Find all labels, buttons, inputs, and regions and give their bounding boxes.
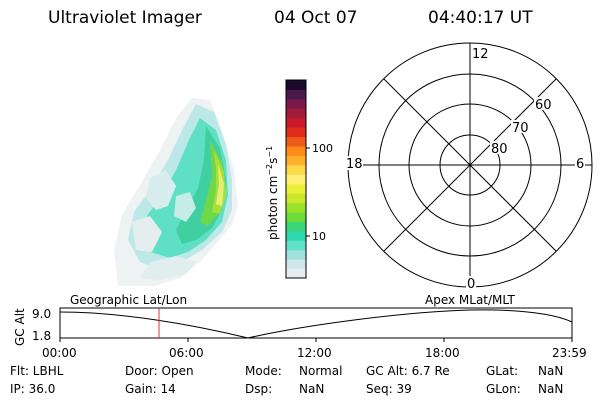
colorbar-segment	[286, 164, 306, 175]
image-time: 04:40:17 UT	[428, 8, 533, 28]
timeline-xtick-1800: 18:00	[425, 346, 460, 360]
status-door: Door: Open	[125, 364, 194, 378]
status-mode-value: Normal	[299, 364, 343, 378]
mlat-label-70: 70	[512, 121, 529, 136]
colorbar-segment	[286, 240, 306, 251]
colorbar-segment	[286, 212, 306, 222]
mlt-label-6: 6	[576, 157, 584, 172]
timeline-ytick-bottom: 1.8	[32, 329, 51, 343]
colorbar-segment	[286, 146, 306, 156]
aurora-image	[114, 98, 238, 286]
colorbar-segment	[286, 259, 306, 270]
colorbar-segment	[286, 183, 306, 194]
status-ip: IP: 36.0	[10, 382, 56, 396]
imager-title: Ultraviolet Imager	[48, 8, 202, 28]
colorbar-segment	[286, 98, 306, 109]
timeline-xtick-1200: 12:00	[297, 346, 332, 360]
status-glon-label: GLon:	[486, 382, 521, 396]
colorbar-segment	[286, 108, 306, 119]
colorbar-segment	[286, 155, 306, 166]
colorbar-segment	[286, 230, 306, 241]
colorbar-unit-label: photon cm−2s−1	[265, 146, 280, 240]
status-filter: Flt: LBHL	[10, 364, 64, 378]
colorbar	[286, 80, 306, 279]
polar-diagonal-2	[383, 78, 557, 252]
colorbar-frame	[285, 79, 307, 279]
mlt-label-0: 0	[467, 277, 475, 292]
colorbar-segment	[286, 174, 306, 185]
timeline-ytick-top: 9.0	[32, 307, 51, 321]
timeline-xtick-0600: 06:00	[169, 346, 204, 360]
image-date: 04 Oct 07	[274, 8, 358, 28]
colorbar-segment	[286, 117, 306, 128]
colorbar-segment	[286, 202, 306, 213]
timeline-title-right: Apex MLat/MLT	[425, 293, 515, 307]
status-seq: Seq: 39	[366, 382, 412, 396]
colorbar-segment	[286, 221, 306, 232]
polar-plot	[347, 42, 593, 288]
timeline-xtick-0000: 00:00	[42, 346, 77, 360]
altitude-curve	[59, 309, 573, 339]
colorbar-segment	[286, 80, 306, 90]
status-glon-value: NaN	[538, 382, 564, 396]
status-gc-alt: GC Alt: 6.7 Re	[366, 364, 450, 378]
status-glat-label: GLat:	[486, 364, 519, 378]
status-glat-value: NaN	[538, 364, 564, 378]
colorbar-segment	[286, 193, 306, 204]
colorbar-segment	[286, 268, 306, 279]
colorbar-segment	[286, 127, 306, 138]
colorbar-segment	[286, 249, 306, 260]
status-gain: Gain: 14	[125, 382, 176, 396]
mlt-label-18: 18	[346, 157, 363, 172]
colorbar-segment	[286, 89, 306, 100]
timeline-frame	[59, 307, 573, 339]
mlat-label-60: 60	[535, 98, 552, 113]
mlat-label-80: 80	[491, 142, 508, 157]
mlt-label-12: 12	[472, 47, 489, 62]
status-dsp-label: Dsp:	[245, 382, 273, 396]
colorbar-segment	[286, 136, 306, 147]
timeline-title-left: Geographic Lat/Lon	[70, 293, 187, 307]
status-mode-label: Mode:	[245, 364, 282, 378]
colorbar-tick-10: 10	[312, 230, 326, 243]
colorbar-tick-100: 100	[312, 142, 333, 155]
timeline-ylabel: GC Alt	[13, 308, 27, 346]
status-dsp-value: NaN	[299, 382, 325, 396]
timeline-xtick-2359: 23:59	[552, 346, 587, 360]
